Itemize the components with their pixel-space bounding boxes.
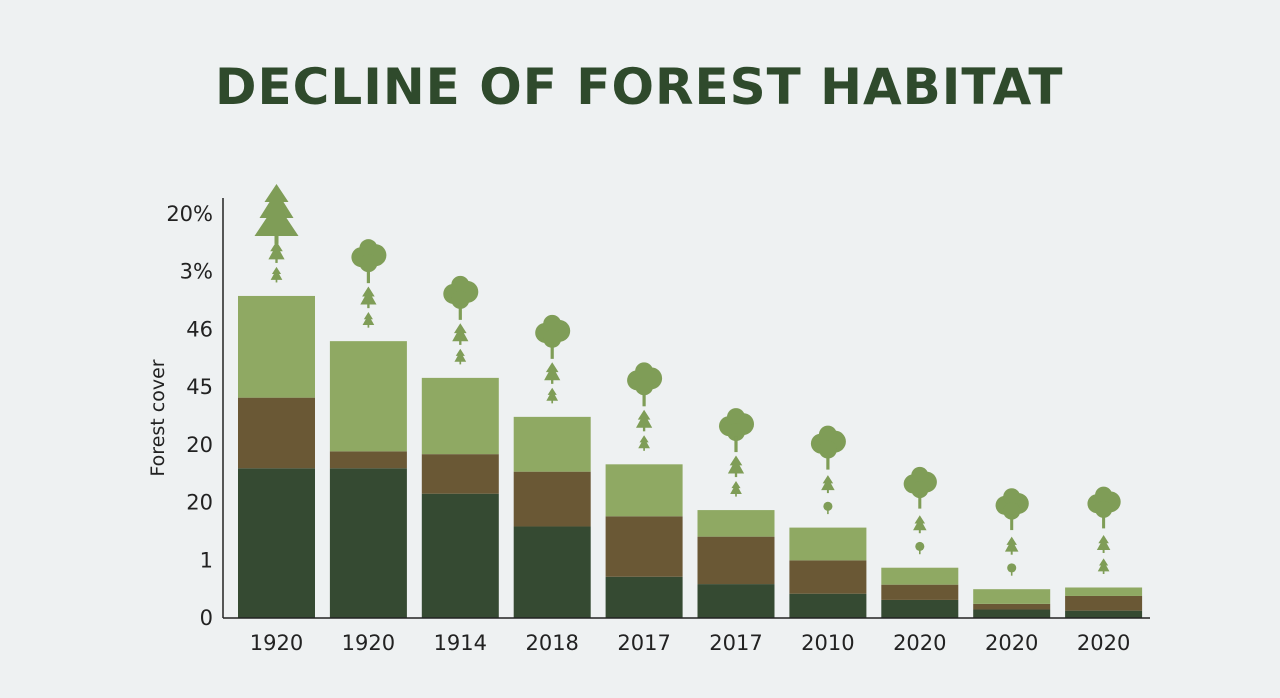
small-conifer-icon [727, 455, 745, 478]
bush-icon [1007, 563, 1017, 576]
bar-segment [881, 599, 959, 618]
bar-segment [605, 576, 683, 618]
small-conifer-icon [544, 362, 561, 384]
bar-segment [697, 536, 775, 585]
round-tree-icon [719, 408, 754, 453]
small-conifer-icon [821, 475, 835, 494]
bar-segment [973, 609, 1051, 618]
bar-segment [329, 468, 407, 618]
bar-segment [1065, 595, 1143, 611]
bar-segment [605, 516, 683, 577]
bar-segment [697, 584, 775, 618]
bar-segment [238, 397, 315, 469]
x-tick-label: 1920 [250, 631, 303, 655]
bar-segment [973, 589, 1051, 604]
y-tick-label: 46 [186, 317, 213, 341]
small-conifer-icon [1097, 558, 1110, 574]
x-tick-label: 2010 [801, 631, 854, 655]
x-tick-label: 1914 [434, 631, 487, 655]
small-conifer-icon [730, 480, 742, 497]
bar-group [238, 295, 1143, 618]
y-tick-label: 20% [166, 202, 213, 226]
round-tree-icon [1087, 486, 1121, 529]
y-axis-label: Forest cover [147, 359, 169, 476]
small-conifer-icon [1004, 536, 1019, 555]
small-conifer-icon [268, 241, 285, 263]
round-tree-icon [627, 362, 663, 407]
small-conifer-icon [636, 409, 653, 432]
bush-icon [915, 541, 925, 555]
bar-segment [1065, 610, 1143, 618]
bar-segment [421, 377, 499, 455]
conifer-icon [254, 183, 299, 244]
bush-icon [823, 501, 833, 515]
bar-segment [789, 593, 867, 618]
tree-icon-group [254, 183, 1121, 576]
round-tree-icon [903, 466, 937, 509]
bar-segment [421, 454, 499, 494]
bar-segment [881, 567, 959, 585]
y-tick-label: 3% [180, 260, 213, 284]
bar-segment [881, 584, 959, 600]
y-tick-label: 1 [200, 548, 213, 572]
small-conifer-icon [546, 387, 559, 404]
x-tick-label: 2020 [1077, 631, 1130, 655]
small-conifer-icon [270, 266, 283, 283]
bar-segment [1065, 587, 1143, 596]
small-conifer-icon [913, 515, 927, 534]
round-tree-icon [351, 239, 387, 284]
bar-segment [789, 527, 867, 561]
chart-title: DECLINE OF FOREST HABITAT [215, 58, 1064, 116]
y-tick-label: 0 [200, 606, 213, 630]
y-tick-label: 20 [186, 433, 213, 457]
small-conifer-icon [362, 312, 375, 328]
small-conifer-icon [1096, 534, 1111, 553]
round-tree-icon [443, 275, 479, 320]
x-tick-label: 2017 [617, 631, 670, 655]
round-tree-icon [810, 425, 846, 470]
small-conifer-icon [360, 286, 377, 309]
bar-segment [513, 526, 591, 618]
y-axis: 20% 3% 46 45 20 20 1 0 [166, 198, 224, 630]
bar-segment [973, 603, 1051, 610]
bar-segment [329, 341, 407, 452]
bar-segment [789, 560, 867, 594]
x-tick-label: 1920 [342, 631, 395, 655]
x-tick-label: 2020 [893, 631, 946, 655]
x-tick-label: 2020 [985, 631, 1038, 655]
bar-segment [329, 451, 407, 469]
round-tree-icon [535, 314, 571, 359]
bar-segment [697, 510, 775, 537]
small-conifer-icon [454, 348, 467, 365]
x-tick-label: 2017 [709, 631, 762, 655]
bar-segment [513, 471, 591, 527]
small-conifer-icon [638, 435, 650, 451]
round-tree-icon [995, 488, 1029, 531]
bar-segment [421, 493, 499, 618]
bar-segment [605, 464, 683, 517]
y-tick-label: 45 [186, 375, 213, 399]
x-axis: 1920 1920 1914 2018 2017 2017 2010 2020 2020 2020 [223, 617, 1150, 655]
bar-segment [238, 295, 315, 398]
x-tick-label: 2018 [525, 631, 578, 655]
bar-segment [513, 416, 591, 472]
bar-segment [238, 468, 315, 618]
y-tick-label: 20 [186, 491, 213, 515]
small-conifer-icon [452, 323, 469, 345]
